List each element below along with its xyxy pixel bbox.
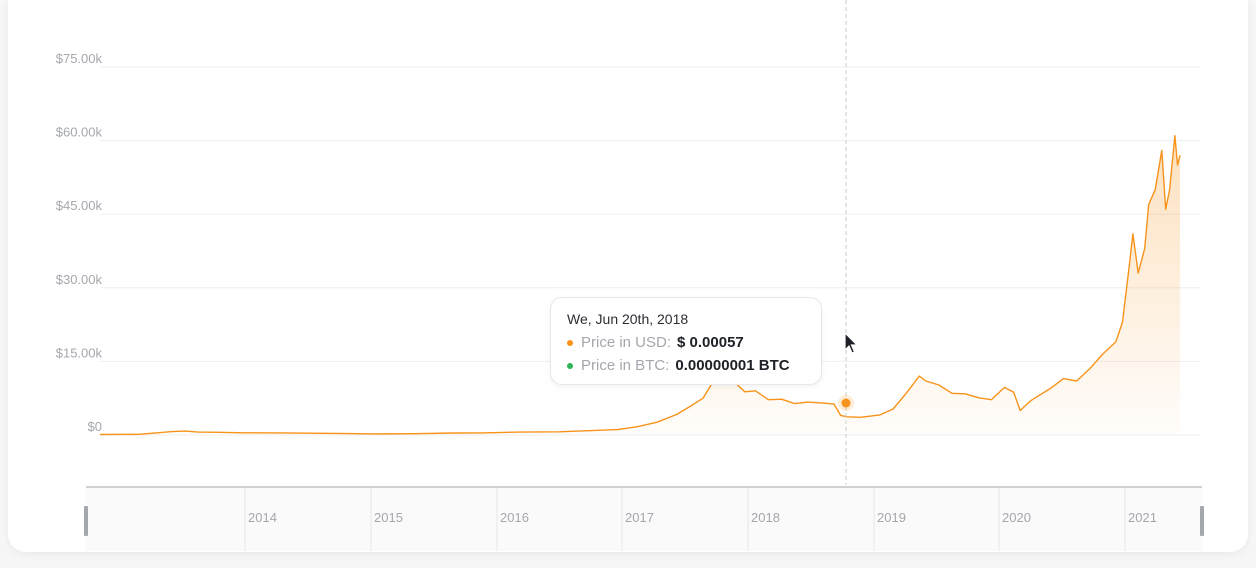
x-tick-label: 2014 (248, 510, 277, 525)
y-tick-label: $45.00k (56, 198, 103, 213)
tooltip-usd-label: Price in USD: (581, 334, 672, 351)
y-tick-label: $30.00k (56, 272, 103, 287)
tooltip-usd-row: Price in USD: $ 0.00057 (567, 334, 805, 351)
navigator-year-ticks: 2014 2015 2016 2017 2018 2019 2020 2021 (244, 488, 1157, 551)
x-tick-label: 2017 (625, 510, 654, 525)
y-tick-label: $75.00k (56, 51, 103, 66)
x-tick-label: 2021 (1128, 510, 1157, 525)
y-tick-label: $15.00k (56, 345, 103, 360)
chart-card (8, 0, 1248, 552)
btc-dot-icon (567, 362, 573, 369)
price-area (100, 135, 1181, 435)
y-tick-label: $0 (88, 419, 102, 434)
hover-point (841, 398, 851, 408)
navigator-background (86, 487, 1202, 551)
x-tick-label: 2019 (877, 510, 906, 525)
y-tick-label: $60.00k (56, 125, 103, 140)
usd-dot-icon (567, 339, 573, 346)
navigator-right-handle[interactable] (1200, 506, 1204, 536)
x-tick-label: 2018 (751, 510, 780, 525)
x-tick-label: 2016 (500, 510, 529, 525)
tooltip-btc-row: Price in BTC: 0.00000001 BTC (567, 357, 805, 374)
navigator-left-handle[interactable] (84, 506, 88, 536)
price-tooltip: We, Jun 20th, 2018 Price in USD: $ 0.000… (550, 297, 822, 385)
tooltip-date: We, Jun 20th, 2018 (567, 311, 689, 327)
x-tick-label: 2020 (1002, 510, 1031, 525)
tooltip-btc-label: Price in BTC: (581, 357, 670, 374)
y-axis-labels: $0 $15.00k $30.00k $45.00k $60.00k $75.00k (56, 51, 103, 434)
tooltip-usd-value: $ 0.00057 (677, 334, 744, 351)
mouse-cursor-icon (844, 332, 859, 354)
price-line (99, 135, 1181, 436)
x-tick-label: 2015 (374, 510, 403, 525)
tooltip-btc-value: 0.00000001 BTC (675, 357, 790, 374)
range-navigator[interactable]: 2014 2015 2016 2017 2018 2019 2020 2021 (84, 486, 1204, 551)
